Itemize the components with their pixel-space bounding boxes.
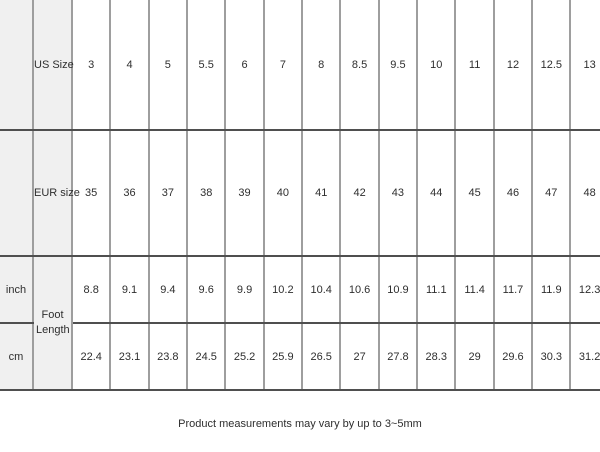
foot-length-label: Foot Length bbox=[33, 256, 73, 391]
cm-value-cell: 27 bbox=[340, 323, 380, 391]
cm-value-cell: 29 bbox=[455, 323, 495, 391]
inch-value-cell: 9.9 bbox=[225, 256, 265, 324]
eur-value-cell: 43 bbox=[378, 130, 419, 257]
us-size-label: US Size bbox=[33, 0, 74, 131]
inch-value-cell: 10.2 bbox=[263, 256, 304, 324]
us-value-cell: 9.5 bbox=[378, 0, 419, 131]
size-chart-page: US Size 3 4 5 5.5 6 7 8 8.5 9.5 10 11 12 12.5 13 EUR … bbox=[0, 0, 600, 430]
us-value-cell: 8.5 bbox=[340, 0, 380, 131]
inch-value-cell: 9.1 bbox=[110, 256, 150, 324]
measurement-disclaimer: Product measurements may vary by up to 3… bbox=[178, 418, 422, 430]
inch-label: inch bbox=[0, 256, 34, 324]
eur-value-cell: 47 bbox=[532, 130, 572, 257]
us-value-cell: 7 bbox=[263, 0, 304, 131]
cm-value-cell: 25.2 bbox=[225, 323, 265, 391]
us-value-cell: 10 bbox=[417, 0, 457, 131]
cm-value-cell: 27.8 bbox=[378, 323, 419, 391]
cm-value-cell: 28.3 bbox=[417, 323, 457, 391]
us-value-cell: 12.5 bbox=[532, 0, 572, 131]
inch-row: inch Foot Length 8.8 9.1 9.4 9.6 9.9 10.2 10.4… bbox=[0, 256, 600, 391]
inch-value-cell: 11.9 bbox=[532, 256, 572, 324]
eur-value-cell: 48 bbox=[570, 130, 600, 257]
us-value-cell: 8 bbox=[302, 0, 342, 131]
us-value-cell: 11 bbox=[455, 0, 495, 131]
eur-value-cell: 37 bbox=[148, 130, 189, 257]
eur-value-cell: 36 bbox=[110, 130, 150, 257]
cm-value-cell: 23.8 bbox=[148, 323, 189, 391]
empty-corner-cell bbox=[0, 130, 34, 257]
us-value-cell: 6 bbox=[225, 0, 265, 131]
us-value-cell: 13 bbox=[570, 0, 600, 131]
eur-value-cell: 38 bbox=[187, 130, 227, 257]
us-value-cell: 5 bbox=[148, 0, 189, 131]
inch-value-cell: 11.1 bbox=[417, 256, 457, 324]
us-value-cell: 4 bbox=[110, 0, 150, 131]
eur-value-cell: 39 bbox=[225, 130, 265, 257]
cm-row: cm 22.4 23.1 23.8 24.5 25.2 25.9 26.5 27 27.8 28.… bbox=[0, 323, 600, 391]
eur-value-cell: 35 bbox=[72, 130, 112, 257]
inch-value-cell: 11.7 bbox=[493, 256, 534, 324]
eur-size-row: EUR size 35 36 37 38 39 40 41 42 43 44 45 46 47 48 bbox=[0, 130, 600, 257]
size-chart-table: US Size 3 4 5 5.5 6 7 8 8.5 9.5 10 11 12 12.5 13 EUR … bbox=[0, 0, 600, 391]
inch-value-cell: 12.3 bbox=[570, 256, 600, 324]
inch-value-cell: 10.9 bbox=[378, 256, 419, 324]
us-value-cell: 12 bbox=[493, 0, 534, 131]
eur-value-cell: 44 bbox=[417, 130, 457, 257]
us-size-row: US Size 3 4 5 5.5 6 7 8 8.5 9.5 10 11 12 12.5 13 bbox=[0, 0, 600, 131]
cm-value-cell: 23.1 bbox=[110, 323, 150, 391]
cm-label: cm bbox=[0, 323, 34, 391]
eur-value-cell: 42 bbox=[340, 130, 380, 257]
cm-value-cell: 30.3 bbox=[532, 323, 572, 391]
eur-value-cell: 46 bbox=[493, 130, 534, 257]
inch-value-cell: 9.6 bbox=[187, 256, 227, 324]
inch-value-cell: 10.6 bbox=[340, 256, 380, 324]
inch-value-cell: 9.4 bbox=[148, 256, 189, 324]
inch-value-cell: 10.4 bbox=[302, 256, 342, 324]
cm-value-cell: 22.4 bbox=[72, 323, 112, 391]
inch-value-cell: 11.4 bbox=[455, 256, 495, 324]
eur-value-cell: 45 bbox=[455, 130, 495, 257]
eur-value-cell: 40 bbox=[263, 130, 304, 257]
cm-value-cell: 25.9 bbox=[263, 323, 304, 391]
cm-value-cell: 24.5 bbox=[187, 323, 227, 391]
us-value-cell: 3 bbox=[72, 0, 112, 131]
cm-value-cell: 29.6 bbox=[493, 323, 534, 391]
size-chart-table-container: US Size 3 4 5 5.5 6 7 8 8.5 9.5 10 11 12 12.5 13 EUR … bbox=[0, 0, 600, 391]
cm-value-cell: 26.5 bbox=[302, 323, 342, 391]
eur-size-label: EUR size bbox=[33, 130, 80, 257]
empty-corner-cell bbox=[0, 0, 34, 131]
inch-value-cell: 8.8 bbox=[72, 256, 112, 324]
eur-value-cell: 41 bbox=[302, 130, 342, 257]
cm-value-cell: 31.2 bbox=[570, 323, 600, 391]
us-value-cell: 5.5 bbox=[187, 0, 227, 131]
